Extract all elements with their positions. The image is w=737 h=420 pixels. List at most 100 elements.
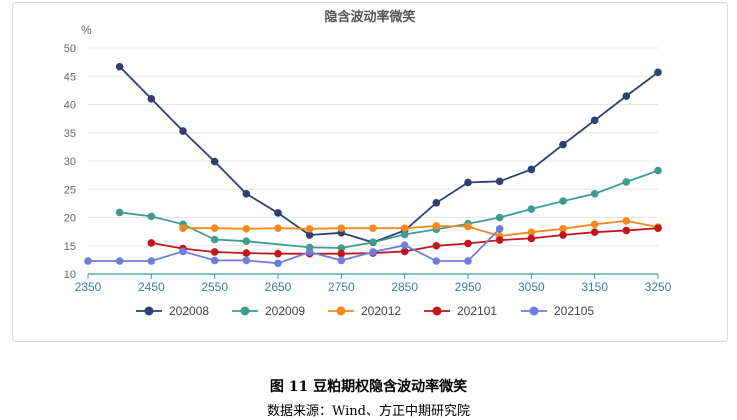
chart-card: 隐含波动率微笑% 10 15 20 25 30 35 40 45 50 2350 2450 2550 26… [12,2,728,342]
data-point-202105 [242,256,251,265]
data-point-202008 [305,231,314,239]
data-point-202008 [495,177,504,186]
data-point-202008 [654,68,662,77]
data-point-202012 [464,222,472,231]
x-tick-label: 2950 [455,280,482,294]
data-point-202012 [590,220,599,229]
data-point-202101 [210,248,219,256]
data-point-202105 [305,248,314,256]
data-point-202101 [464,239,472,248]
x-tick-label: 2850 [391,280,418,294]
data-source-note: 数据来源：Wind、方正中期研究院 [267,404,470,419]
data-point-202012 [305,225,314,233]
y-tick-label: 25 [64,184,76,196]
data-point-202008 [622,92,631,100]
data-point-202012 [400,224,409,233]
data-point-202101 [527,234,536,243]
data-point-202012 [210,224,219,233]
data-point-202101 [400,247,409,256]
data-point-202008 [559,140,567,149]
legend-label-202105: 202105 [554,304,594,318]
data-point-202105 [115,257,124,265]
data-point-202101 [432,241,441,250]
data-point-202105 [179,247,187,256]
data-point-202012 [527,228,536,236]
legend-marker-202008 [144,306,154,316]
data-point-202009 [115,208,124,217]
data-point-202105 [147,257,156,265]
data-point-202008 [432,199,441,207]
y-tick-label: 40 [64,100,76,112]
data-point-202009 [210,235,219,244]
data-point-202009 [369,238,377,247]
data-point-202105 [337,256,346,265]
data-point-202105 [495,225,504,233]
x-tick-label: 2550 [201,280,228,294]
data-point-202009 [147,212,156,221]
data-point-202101 [590,228,599,236]
data-point-202012 [432,222,441,230]
data-point-202105 [369,248,377,256]
data-point-202101 [559,231,567,239]
data-point-202105 [210,256,219,265]
x-tick-label: 2450 [138,280,165,294]
data-point-202012 [274,224,282,233]
data-point-202009 [590,189,599,198]
figure-caption: 图 11 豆粕期权隐含波动率微笑 [269,379,468,395]
legend-marker-202012 [336,306,346,316]
data-point-202101 [147,239,156,247]
data-point-202008 [210,157,219,166]
data-point-202008 [179,127,187,135]
data-point-202009 [654,166,662,175]
y-tick-label: 35 [64,128,76,140]
y-tick-label: 15 [64,241,76,253]
data-point-202101 [274,249,282,258]
data-point-202008 [147,95,156,103]
data-point-202012 [369,224,377,233]
x-tick-label: 2650 [265,280,292,294]
volatility-smile-chart: 隐含波动率微笑% 10 15 20 25 30 35 40 45 50 2350 2450 2550 26… [64,9,672,318]
data-point-202009 [400,230,409,239]
legend-marker-202101 [432,306,442,316]
data-point-202008 [527,165,536,174]
data-point-202009 [622,178,631,186]
legend-label-202101: 202101 [457,304,497,318]
data-point-202008 [115,62,124,71]
data-point-202008 [590,116,599,125]
data-point-202105 [464,257,472,265]
y-tick-label: 20 [64,213,76,225]
data-point-202012 [622,217,631,225]
series-line-202012 [183,219,659,238]
x-tick-label: 3150 [581,280,608,294]
legend-label-202009: 202009 [265,304,305,318]
legend-marker-202105 [529,306,539,316]
y-axis-label: % [81,23,92,37]
data-point-202012 [559,225,567,233]
data-point-202105 [432,257,441,265]
data-point-202009 [559,197,567,205]
data-point-202012 [179,224,187,233]
data-point-202008 [464,178,472,187]
x-tick-label: 3250 [645,280,672,294]
data-point-202009 [337,244,346,252]
data-point-202009 [242,237,251,246]
data-point-202101 [654,224,662,233]
data-point-202008 [274,209,282,217]
data-point-202101 [495,236,504,244]
data-point-202012 [242,225,251,233]
legend-label-202008: 202008 [169,304,209,318]
data-point-202105 [274,259,282,268]
data-point-202101 [337,249,346,258]
chart-title: 隐含波动率微笑 [324,9,415,25]
series-line-202105 [88,228,501,265]
y-tick-label: 50 [64,43,76,55]
data-point-202012 [337,224,346,233]
legend-marker-202009 [240,306,250,316]
y-tick-label: 10 [64,269,76,281]
data-point-202008 [242,189,251,198]
y-tick-label: 30 [64,156,76,168]
data-point-202101 [242,249,251,257]
data-point-202009 [527,205,536,213]
data-point-202105 [400,241,409,249]
x-tick-label: 2750 [328,280,355,294]
